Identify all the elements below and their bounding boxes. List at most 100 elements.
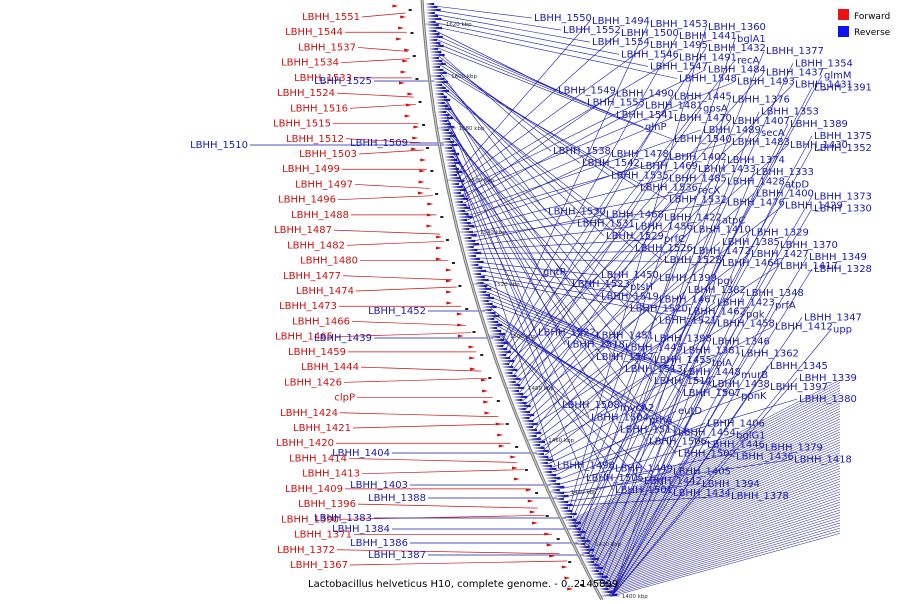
reverse-gene-label[interactable]: LBHH_1484: [708, 64, 766, 75]
reverse-gene-label[interactable]: LBHH_1468: [606, 210, 664, 221]
reverse-gene-label[interactable]: LBHH_1432: [708, 43, 766, 54]
reverse-gene-label[interactable]: LBHH_1333: [756, 167, 814, 178]
reverse-gene-label[interactable]: LBHH_1389: [790, 119, 848, 130]
reverse-gene-label[interactable]: LBHH_1536: [640, 182, 698, 193]
reverse-gene-label[interactable]: LBHH_1431: [795, 80, 853, 91]
reverse-gene-label[interactable]: LBHH_1428: [727, 176, 785, 187]
forward-gene-label[interactable]: LBHH_1544: [285, 27, 343, 38]
reverse-gene-label[interactable]: LBHH_1418: [794, 455, 852, 466]
reverse-gene-label[interactable]: LBHH_1513: [625, 364, 683, 375]
reverse-gene-label[interactable]: LBHH_1506: [649, 437, 707, 448]
reverse-gene-label[interactable]: LBHH_1529: [606, 231, 664, 242]
reverse-gene-label[interactable]: LBHH_1522: [538, 328, 596, 339]
reverse-gene-label[interactable]: LBHH_1458: [717, 319, 775, 330]
reverse-gene-label[interactable]: LBHH_1526: [635, 243, 693, 254]
forward-gene-label[interactable]: LBHH_1465: [275, 332, 333, 343]
reverse-gene-label[interactable]: LBHH_1348: [746, 288, 804, 299]
reverse-gene-label[interactable]: LBHH_1472: [693, 246, 751, 257]
reverse-gene-label[interactable]: LBHH_1495: [650, 40, 708, 51]
reverse-gene-label[interactable]: recX: [698, 185, 721, 196]
reverse-gene-label[interactable]: prfA: [775, 300, 796, 311]
reverse-gene-label[interactable]: LBHH_1483: [732, 137, 790, 148]
reverse-gene-label[interactable]: atpC: [722, 216, 745, 227]
reverse-gene-label[interactable]: LBHH_1374: [727, 155, 785, 166]
reverse-gene-label[interactable]: LBHH_1476: [727, 198, 785, 209]
forward-gene-label[interactable]: LBHH_1487: [274, 225, 332, 236]
forward-gene-label[interactable]: LBHH_1367: [290, 560, 348, 571]
reverse-gene-label[interactable]: mycA2: [620, 403, 654, 414]
forward-gene-label[interactable]: LBHH_1396: [298, 499, 356, 510]
forward-gene-label[interactable]: LBHH_1424: [280, 408, 338, 419]
reverse-gene-label[interactable]: LBHH_1412: [775, 322, 833, 333]
reverse-gene-label[interactable]: LBHH_1377: [766, 46, 824, 57]
reverse-gene-label[interactable]: LBHH_1376: [732, 95, 790, 106]
reverse-gene-label[interactable]: prfC: [664, 234, 685, 245]
reverse-gene-label[interactable]: LBHH_1541: [616, 110, 674, 121]
reverse-gene-label[interactable]: LBHH_1380: [799, 394, 857, 405]
forward-gene-label[interactable]: LBHH_1459: [288, 347, 346, 358]
forward-gene-label[interactable]: LBHH_1534: [281, 58, 339, 69]
reverse-gene-label-left[interactable]: LBHH_1388: [368, 493, 426, 504]
reverse-gene-label[interactable]: LBHH_1391: [814, 83, 872, 94]
reverse-gene-label[interactable]: LBHH_1498: [557, 461, 615, 472]
reverse-gene-label[interactable]: LBHH_1500: [621, 28, 679, 39]
reverse-gene-label[interactable]: tpiA: [712, 358, 732, 369]
reverse-gene-label[interactable]: LBHH_1505: [586, 473, 644, 484]
reverse-gene-label[interactable]: LBHH_1519: [601, 291, 659, 302]
reverse-gene-label-left[interactable]: LBHH_1452: [368, 306, 426, 317]
reverse-gene-label[interactable]: LBHH_1405: [673, 467, 731, 478]
forward-gene-label[interactable]: LBHH_1474: [296, 286, 354, 297]
forward-gene-label[interactable]: LBHH_1499: [282, 164, 340, 175]
reverse-gene-label[interactable]: LBHH_1450: [601, 270, 659, 281]
reverse-gene-label[interactable]: gntR: [543, 267, 567, 278]
reverse-gene-label[interactable]: LBHH_1436: [736, 452, 794, 463]
reverse-gene-label-left[interactable]: LBHH_1525: [314, 76, 372, 87]
forward-gene-label[interactable]: LBHH_1372: [277, 545, 335, 556]
reverse-gene-label[interactable]: LBHH_1485: [669, 173, 727, 184]
forward-gene-label[interactable]: LBHH_1426: [284, 377, 342, 388]
reverse-gene-label[interactable]: LBHH_1448: [683, 367, 741, 378]
forward-gene-label[interactable]: LBHH_1497: [295, 179, 353, 190]
gene-labels[interactable]: LBHH_1551 LBHH_1544 LBHH_1537 LBHH_1534 LBHH…: [190, 12, 872, 571]
forward-gene-label[interactable]: LBHH_1496: [278, 195, 336, 206]
reverse-gene-label[interactable]: LBHH_1406: [707, 418, 765, 429]
reverse-gene-label[interactable]: LBHH_1329: [751, 228, 809, 239]
reverse-gene-label[interactable]: LBHH_1345: [770, 361, 828, 372]
forward-gene-label[interactable]: LBHH_1524: [277, 88, 335, 99]
reverse-gene-label[interactable]: LBHH_1511: [620, 424, 678, 435]
reverse-gene-label[interactable]: LBHH_1528: [664, 255, 722, 266]
reverse-gene-label-left[interactable]: LBHH_1403: [350, 480, 408, 491]
reverse-gene-label[interactable]: LBHH_1423: [717, 297, 775, 308]
reverse-gene-label[interactable]: eutD: [678, 406, 702, 417]
forward-gene-label[interactable]: LBHH_1503: [299, 149, 357, 160]
reverse-gene-label[interactable]: gpsA: [703, 104, 728, 115]
reverse-gene-label[interactable]: LBHH_1400: [756, 188, 814, 199]
reverse-gene-label[interactable]: LBHH_1379: [765, 443, 823, 454]
reverse-gene-label[interactable]: LBHH_1394: [702, 479, 760, 490]
reverse-gene-label[interactable]: ptsH: [630, 282, 653, 293]
reverse-gene-label[interactable]: LBHH_1397: [770, 382, 828, 393]
reverse-gene-label-left[interactable]: LBHH_1439: [314, 333, 372, 344]
reverse-gene-label[interactable]: LBHH_1502: [678, 449, 736, 460]
reverse-gene-label[interactable]: pgk: [746, 309, 765, 320]
reverse-gene-label[interactable]: LBHH_1354: [795, 58, 853, 69]
reverse-gene-label[interactable]: bglA1: [737, 34, 766, 45]
reverse-gene-label[interactable]: LBHH_1445: [674, 92, 732, 103]
reverse-gene-label[interactable]: LBHH_1437: [766, 67, 824, 78]
forward-gene-label[interactable]: LBHH_1516: [290, 103, 348, 114]
reverse-gene-label[interactable]: LBHH_1531: [577, 219, 635, 230]
reverse-gene-label[interactable]: LBHH_1410: [693, 225, 751, 236]
forward-gene-label[interactable]: LBHH_1390: [281, 514, 339, 525]
reverse-gene-label[interactable]: LBHH_1538: [553, 146, 611, 157]
reverse-gene-label-left[interactable]: LBHH_1386: [350, 538, 408, 549]
reverse-gene-label[interactable]: LBHH_1417: [780, 261, 838, 272]
reverse-gene-label[interactable]: LBHH_1370: [780, 240, 838, 251]
forward-gene-label[interactable]: LBHH_1466: [292, 316, 350, 327]
reverse-gene-label[interactable]: LBHH_1462: [688, 306, 746, 317]
forward-gene-label[interactable]: LBHH_1420: [276, 438, 334, 449]
reverse-gene-label[interactable]: LBHH_1518: [567, 340, 625, 351]
reverse-gene-label[interactable]: LBHH_1434: [673, 488, 731, 499]
reverse-gene-label[interactable]: LBHH_1443: [625, 343, 683, 354]
reverse-gene-label[interactable]: LBHH_1433: [698, 164, 756, 175]
reverse-gene-label[interactable]: pgi: [717, 276, 732, 287]
